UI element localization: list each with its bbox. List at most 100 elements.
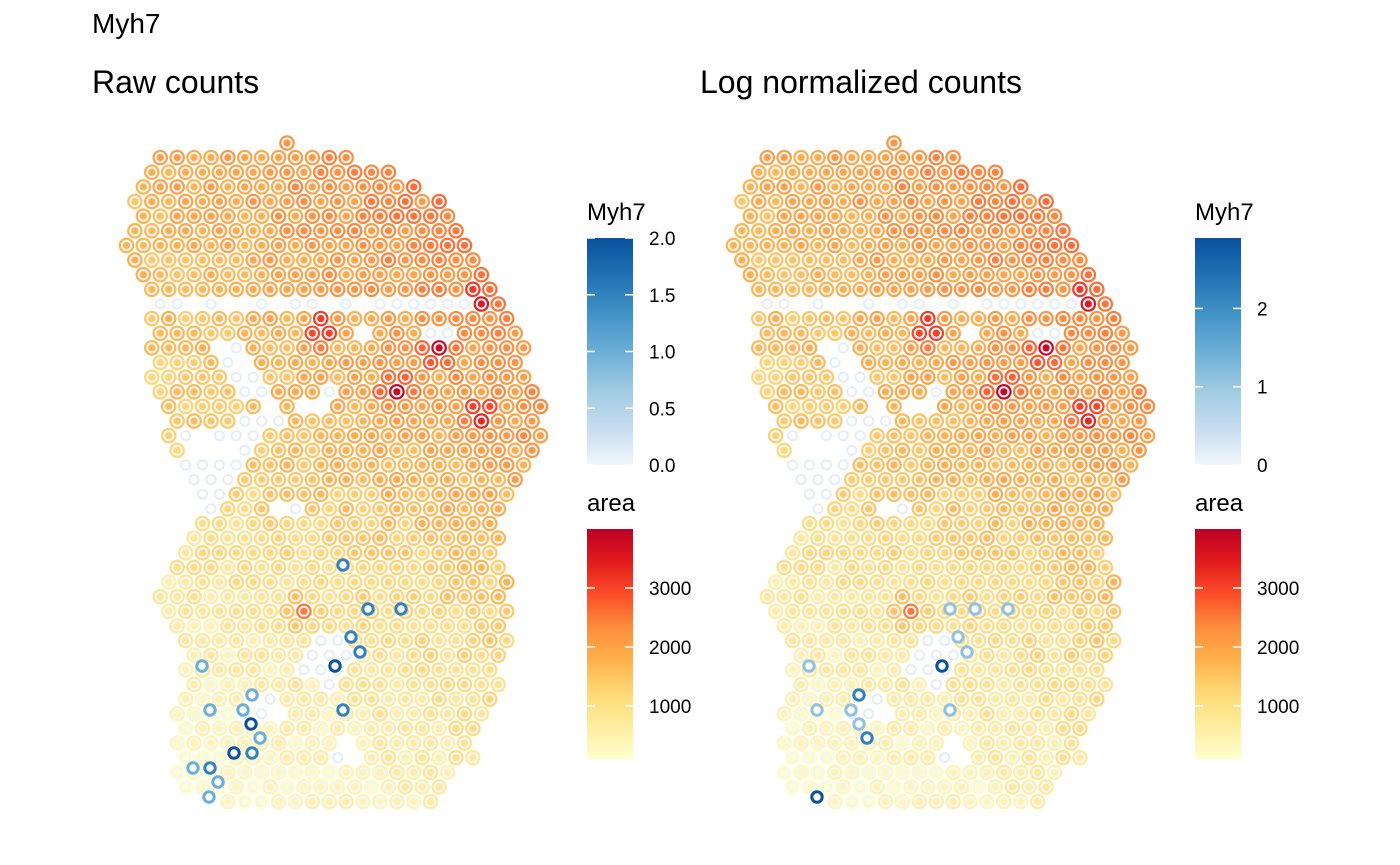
spot-outline [1048, 766, 1061, 778]
spot-outline [1057, 430, 1069, 442]
spot-outline [896, 591, 909, 603]
empty-spot [171, 298, 183, 310]
spot-outline [863, 239, 875, 252]
spot-outline [222, 678, 234, 691]
legend-title: Myh7 [1195, 199, 1254, 226]
colorbar-tick-label: 3000 [649, 579, 691, 600]
spot-outline [256, 269, 268, 281]
spot-outline [1048, 386, 1061, 398]
spot-outline [1116, 327, 1128, 339]
spot-outline [888, 693, 900, 705]
spot-outline [323, 474, 335, 486]
spot-outline [247, 313, 259, 325]
spot-outline [863, 474, 875, 486]
spot-outline [1091, 576, 1103, 588]
spot-outline [391, 561, 403, 574]
spot-outline [239, 561, 251, 574]
spot-outline [340, 386, 352, 398]
spot-outline [930, 181, 942, 193]
spot-outline [1099, 620, 1111, 632]
spot-outline [188, 708, 200, 720]
empty-spot [256, 708, 268, 720]
empty-spot [837, 430, 849, 442]
spot-outline [1032, 678, 1044, 691]
spot-outline [256, 474, 268, 486]
spot-outline [778, 327, 790, 339]
spot-outline [441, 356, 454, 369]
spot-outline [837, 722, 849, 735]
spot-outline [770, 283, 782, 295]
spot-outline [981, 591, 993, 603]
spot-outline [137, 210, 149, 222]
spot-outline [196, 752, 209, 764]
spot-outline [998, 561, 1010, 574]
spot-outline [458, 737, 471, 749]
colorbar-tick-label: 1000 [649, 697, 691, 718]
spot-outline [180, 722, 192, 735]
spot-outline [222, 591, 234, 603]
spot-outline [820, 283, 833, 295]
spot-outline [281, 459, 293, 471]
spot-outline [171, 239, 183, 252]
spot-outline [526, 386, 538, 398]
spot-outline [1082, 474, 1094, 486]
spot-outline [365, 313, 378, 325]
spot-outline [441, 210, 454, 222]
spot-outline [829, 503, 841, 515]
spot-outline [947, 415, 959, 427]
spot-outline [787, 195, 799, 208]
spot-outline [180, 664, 192, 676]
spot-outline [458, 620, 471, 632]
spot-outline [163, 195, 175, 208]
spot-outline [1032, 620, 1044, 632]
spot-outline [1125, 400, 1137, 413]
spot-outline [1091, 517, 1103, 530]
empty-spot [230, 342, 242, 354]
spot-outline [956, 488, 968, 500]
spot-outline [205, 356, 217, 369]
spot-outline [803, 576, 816, 588]
spot-outline [981, 620, 993, 632]
empty-spot [323, 386, 335, 398]
spot-outline [905, 488, 917, 500]
spot-outline [837, 781, 849, 793]
spot-outline [425, 415, 437, 427]
spot-outline [408, 766, 420, 778]
spot-outline [332, 430, 344, 442]
spot-outline [230, 576, 242, 588]
spot-outline [365, 166, 378, 178]
spot-outline [863, 795, 875, 808]
spot-outline [374, 620, 386, 632]
spot-outline [154, 591, 166, 603]
spot-outline [399, 400, 411, 413]
spot-outline [222, 737, 234, 749]
spot-outline [450, 576, 462, 588]
spot-outline [1023, 371, 1035, 383]
spot-outline [770, 371, 782, 383]
spot-outline [323, 239, 335, 252]
spot-outline [416, 488, 428, 500]
spot-outline [289, 356, 302, 369]
spot-outline [829, 678, 841, 691]
spot-outline [1048, 210, 1061, 222]
spot-outline [340, 503, 352, 515]
empty-spot [947, 649, 959, 661]
spot-outline [795, 239, 807, 252]
spot-outline [484, 371, 496, 383]
panel-title-raw: Raw counts [92, 64, 260, 100]
spot-outline [1099, 503, 1111, 515]
spot-outline [357, 620, 369, 632]
spot-outline [433, 752, 445, 764]
spot-outline [930, 269, 942, 281]
spot-outline [1006, 781, 1018, 793]
spot-outline [837, 166, 849, 178]
spot-outline [879, 678, 892, 691]
spot-outline [1015, 356, 1027, 369]
spot-outline [930, 561, 942, 574]
spot-outline [272, 210, 285, 222]
spot-outline [854, 166, 866, 178]
spot-outline [205, 678, 217, 691]
spot-outline [753, 342, 765, 354]
spot-outline [349, 371, 361, 383]
